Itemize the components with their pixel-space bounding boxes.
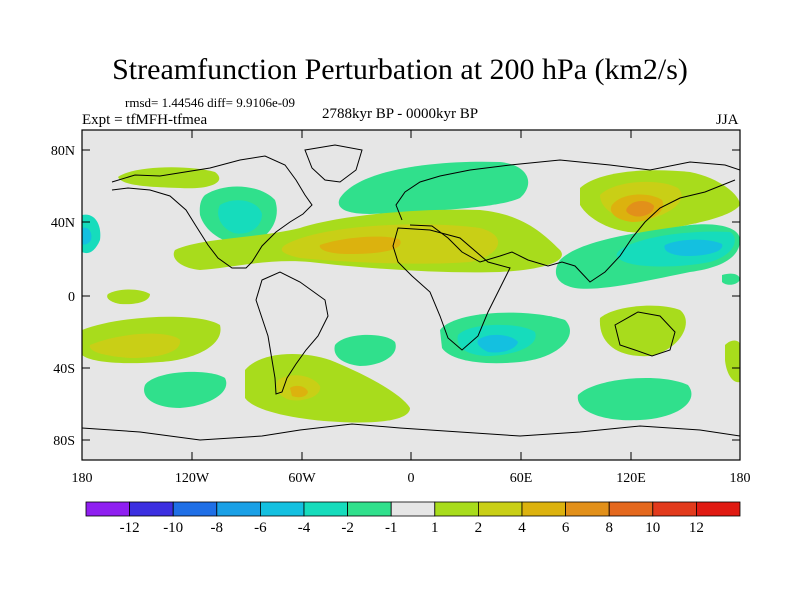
contour-negative-peak [477, 334, 518, 353]
y-tick-label: 40N [51, 216, 75, 231]
contour-negative [577, 377, 692, 421]
coastline-greenland [304, 144, 363, 183]
colorbar-swatch [347, 501, 392, 517]
colorbar-swatch [696, 501, 741, 517]
y-tick-label: 40S [53, 362, 75, 377]
contour-fields [82, 161, 740, 423]
colorbar-label: 10 [645, 520, 660, 536]
x-tick-label: 60W [288, 471, 316, 486]
period-label: 2788kyr BP - 0000kyr BP [322, 106, 479, 122]
colorbar-label: 12 [689, 520, 704, 536]
colorbar-label: -10 [163, 520, 183, 536]
contour-negative [144, 371, 227, 408]
coastline-south-america [255, 271, 329, 395]
colorbar-swatch [259, 501, 305, 517]
contour-negative-core [218, 200, 262, 234]
colorbar-label: 2 [475, 520, 483, 536]
contour-positive-core [89, 333, 181, 358]
y-tick-label: 0 [68, 290, 75, 305]
x-tick-label: 180 [730, 471, 751, 486]
y-axis-labels: 80N 40N 0 40S 80S [51, 144, 75, 449]
x-tick-label: 120E [616, 471, 646, 486]
colorbar-swatch [477, 501, 523, 517]
colorbar-swatch [565, 501, 610, 517]
contour-negative-core [664, 239, 723, 256]
colorbar-label: -1 [385, 520, 398, 536]
coastline-australia [614, 311, 676, 357]
contour-positive [245, 354, 410, 423]
x-tick-label: 180 [72, 471, 93, 486]
coastlines [82, 144, 740, 441]
colorbar-label: -8 [211, 520, 224, 536]
y-axis-ticks [82, 149, 740, 441]
x-axis-labels: 180 120W 60W 0 60E 120E 180 [72, 471, 751, 486]
colorbar-label: 8 [605, 520, 613, 536]
colorbar-swatch [172, 501, 218, 517]
colorbar-swatch [129, 501, 174, 517]
y-tick-label: 80S [53, 434, 75, 449]
contour-positive-peak [290, 385, 308, 398]
contour-negative [722, 273, 740, 285]
y-tick-label: 80N [51, 144, 75, 159]
contour-negative-core [82, 227, 92, 245]
page-title: Streamfunction Perturbation at 200 hPa (… [112, 53, 688, 86]
coastline-antarctica [82, 423, 740, 441]
colorbar-label: -12 [120, 520, 140, 536]
season-label: JJA [716, 112, 739, 128]
colorbar-swatch [216, 501, 261, 517]
colorbar-label: 1 [431, 520, 439, 536]
contour-positive-peak [626, 201, 654, 217]
coastline-north-america [111, 155, 313, 269]
contour-positive-core [319, 236, 401, 254]
x-tick-label: 0 [408, 471, 415, 486]
x-axis-ticks [81, 130, 741, 460]
contour-negative [334, 334, 396, 366]
colorbar-label: 4 [518, 520, 526, 536]
colorbar: -12 -10 -8 -6 -4 -2 -1 1 2 4 6 8 10 12 [85, 501, 741, 536]
contour-positive [107, 289, 150, 305]
contour-negative [338, 161, 529, 214]
colorbar-label: -6 [254, 520, 267, 536]
colorbar-swatch [85, 501, 130, 517]
contour-positive [599, 305, 686, 357]
x-tick-label: 120W [175, 471, 210, 486]
colorbar-swatch [390, 501, 436, 517]
stats-label: rmsd= 1.44546 diff= 9.9106e-09 [125, 95, 296, 110]
colorbar-label: -4 [298, 520, 311, 536]
contour-positive [725, 340, 740, 383]
colorbar-label: 6 [562, 520, 570, 536]
colorbar-swatch [608, 501, 654, 517]
colorbar-swatch [652, 501, 697, 517]
colorbar-swatch [303, 501, 348, 517]
colorbar-swatch [521, 501, 566, 517]
coastline-eurasia [395, 159, 740, 283]
x-tick-label: 60E [510, 471, 533, 486]
contour-positive [118, 167, 220, 189]
colorbar-swatch [434, 501, 479, 517]
colorbar-label: -2 [341, 520, 354, 536]
experiment-label: Expt = tfMFH-tfmea [82, 112, 208, 128]
coastline-africa [392, 227, 511, 351]
